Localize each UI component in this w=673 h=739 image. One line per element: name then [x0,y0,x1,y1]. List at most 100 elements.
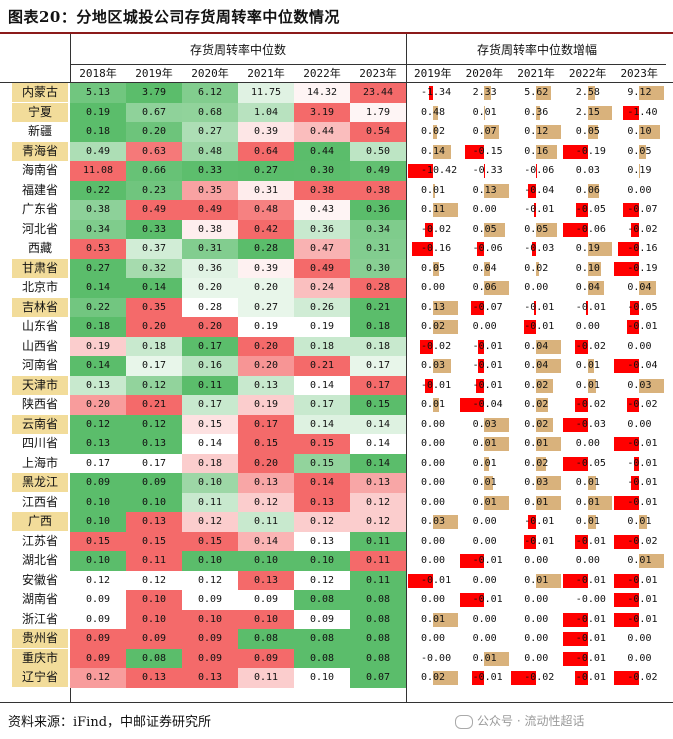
growth-cell: 0.02 [407,317,459,337]
growth-cell: -0.19 [613,259,665,279]
province-label: 湖北省 [21,553,58,568]
growth-cell: 0.19 [613,161,665,181]
heat-cell: 0.13 [70,375,126,395]
heat-cell: 0.10 [126,492,182,512]
growth-value: 0.11 [421,204,446,215]
heat-cell: 1.79 [350,102,406,122]
growth-cell: 0.00 [510,649,562,669]
growth-bar [484,183,510,198]
growth-bar [587,105,613,120]
growth-bar [535,476,561,490]
heat-cell: 3.79 [126,83,182,103]
growth-value: -0.07 [627,204,658,215]
growth-value: -0.01 [575,633,606,644]
province-label: 山东省 [21,319,58,334]
growth-cell: 0.01 [459,454,511,474]
heat-cell: 3.19 [294,102,350,122]
growth-cell: -0.01 [562,610,614,630]
heat-cell: 0.14 [350,434,406,454]
growth-value: -0.06 [575,223,606,235]
growth-bar [587,378,596,393]
growth-value: -0.16 [421,243,452,254]
heat-cell: 0.12 [294,512,350,532]
growth-cell: 0.05 [510,220,562,240]
growth-bar [614,359,640,373]
growth-bar [535,378,553,393]
heat-cell: 0.09 [182,648,238,668]
growth-cell: -0.01 [510,317,562,337]
growth-value: -0.03 [524,243,555,254]
growth-cell: -0.01 [459,551,511,571]
growth-cell: 0.04 [459,259,511,279]
heat-cell: 0.13 [350,473,406,493]
growth-cell: 0.02 [510,454,562,474]
heat-cell: 0.13 [126,668,182,688]
heat-cell: 0.10 [70,512,126,532]
growth-bar [408,164,433,178]
growth-bar [471,300,485,315]
growth-cell: 2.15 [562,103,614,123]
growth-value: -0.01 [627,477,658,488]
growth-value: -0.33 [472,165,503,176]
heat-cell: 0.20 [70,395,126,415]
heat-cell: 0.11 [238,512,294,532]
growth-bar [523,534,536,549]
heat-cell: 0.19 [70,336,126,356]
growth-cell: 0.00 [459,629,511,649]
growth-value: -0.01 [524,535,555,547]
growth-value: 0.03 [575,165,600,176]
growth-bar [614,573,640,588]
growth-bar [562,651,588,666]
growth-bar [478,359,485,373]
growth-value: 0.06 [472,282,497,293]
heat-cell: 0.09 [70,473,126,493]
heat-cell: 0.14 [294,414,350,434]
growth-value: 2.58 [575,87,600,98]
province-label: 陕西省 [21,397,58,412]
growth-value: -0.02 [524,672,555,683]
province-label: 浙江省 [21,611,58,626]
growth-cell: -0.01 [562,668,614,688]
heat-cell: 0.08 [350,590,406,610]
heat-cell: 0.09 [126,473,182,493]
growth-cell: 0.00 [613,337,665,357]
heat-cell: 0.12 [126,375,182,395]
growth-value: 0.05 [472,223,497,235]
growth-bar [535,495,561,510]
growth-cell: -0.01 [459,376,511,396]
heat-cell: 0.20 [182,278,238,298]
growth-value: 0.04 [627,282,652,293]
heat-cell: 0.44 [294,122,350,142]
growth-cell: -0.01 [407,376,459,396]
growth-bar [535,261,539,276]
heat-cell: 0.22 [70,180,126,200]
growth-value: 0.02 [421,321,446,332]
growth-cell: -0.01 [562,571,614,591]
heat-cell: 0.10 [126,609,182,629]
growth-cell: -0.01 [613,493,665,513]
heat-cell: 0.12 [70,668,126,688]
heat-cell: 0.10 [182,609,238,629]
heat-cell: 0.09 [182,590,238,610]
heat-cell: 0.10 [182,551,238,571]
heat-cell: 0.18 [70,122,126,142]
growth-value: 0.01 [575,379,600,391]
heat-cell: 11.75 [238,83,294,103]
heat-cell: 0.31 [350,239,406,259]
heat-cell: 0.26 [294,297,350,317]
growth-value: -0.03 [575,418,606,430]
growth-value: -0.05 [627,301,658,313]
year-right-1: 2020年 [465,67,504,80]
growth-value: -0.01 [524,301,555,313]
growth-value: -0.01 [421,379,452,391]
growth-bar [639,554,664,568]
growth-bar [484,651,510,666]
growth-cell: -0.07 [613,200,665,220]
growth-value: 0.03 [421,360,446,371]
heat-cell: 0.18 [350,317,406,337]
growth-value: 0.00 [575,321,600,332]
growth-value: 0.00 [627,184,652,196]
growth-bar [432,671,458,685]
growth-bar [629,300,640,315]
growth-bar [532,242,536,256]
